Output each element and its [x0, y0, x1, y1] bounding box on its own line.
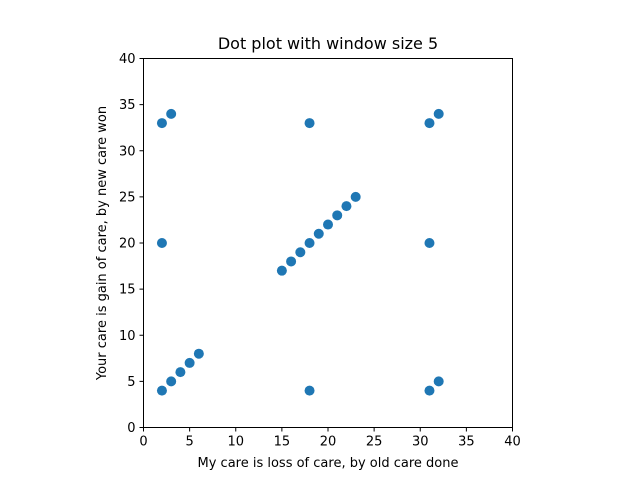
x-tick-label: 30 [412, 435, 429, 450]
data-point [341, 201, 352, 212]
data-point [175, 367, 186, 378]
data-point [424, 118, 435, 129]
x-tick-label: 0 [139, 435, 147, 450]
plot-frame [143, 58, 513, 428]
y-tick-label: 30 [119, 144, 136, 159]
y-tick-label: 20 [119, 237, 136, 252]
data-point [304, 118, 315, 129]
data-point [424, 238, 435, 248]
data-point [304, 385, 315, 396]
x-tick-label: 10 [227, 435, 244, 450]
data-point [295, 247, 306, 258]
data-point [304, 238, 315, 248]
data-point [156, 385, 167, 396]
data-point [332, 210, 343, 221]
y-axis-label: Your care is gain of care, by new care w… [95, 106, 110, 381]
y-tick-label: 15 [119, 283, 136, 298]
data-point [313, 228, 324, 239]
x-tick-label: 20 [320, 435, 337, 450]
x-tick-label: 40 [504, 435, 521, 450]
y-tick-label: 10 [119, 329, 136, 344]
data-point [286, 256, 297, 267]
data-point [193, 348, 204, 359]
data-point [350, 191, 361, 202]
data-point [424, 385, 435, 396]
x-tick-label: 5 [185, 435, 193, 450]
y-tick-label: 40 [119, 52, 136, 67]
x-tick-label: 35 [458, 435, 475, 450]
x-axis-label: My care is loss of care, by old care don… [198, 456, 459, 471]
data-point [166, 376, 177, 387]
y-tick-label: 35 [119, 98, 136, 113]
points-layer [156, 108, 444, 396]
data-point [433, 376, 444, 387]
data-point [323, 219, 333, 230]
y-tick-label: 5 [127, 375, 135, 390]
data-point [156, 118, 167, 129]
y-tick-label: 25 [119, 190, 136, 205]
chart-title: Dot plot with window size 5 [218, 34, 438, 53]
data-point [433, 108, 444, 119]
data-point [184, 357, 195, 368]
data-point [166, 108, 177, 119]
x-tick-label: 25 [366, 435, 383, 450]
data-point [156, 238, 167, 248]
y-tick-label: 0 [127, 421, 135, 436]
data-point [276, 265, 287, 276]
ticks-layer: 0 5 10 15 20 25 30 35 40 0 5 10 15 20 25 30 35 40 [119, 52, 521, 450]
x-tick-label: 15 [274, 435, 291, 450]
